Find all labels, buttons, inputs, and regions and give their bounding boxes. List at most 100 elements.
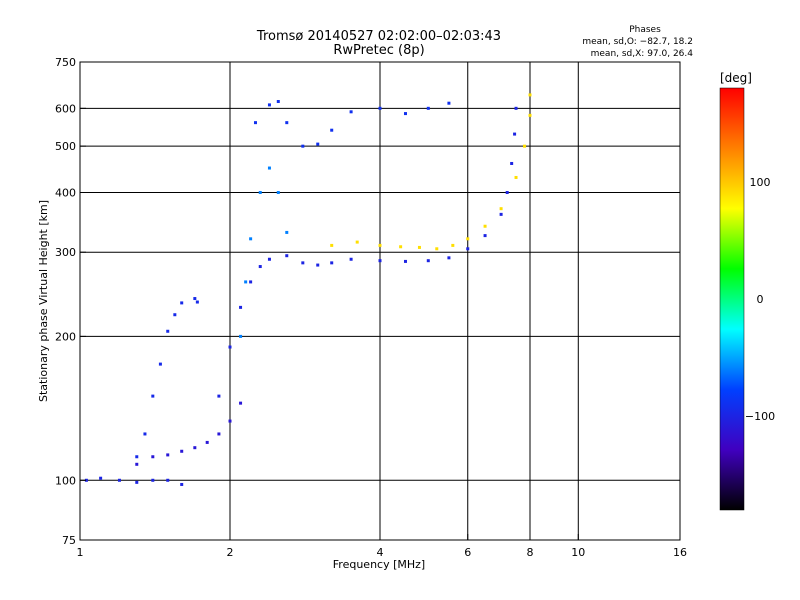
x-tick-label: 8 <box>527 546 534 559</box>
data-point <box>330 128 334 132</box>
data-point <box>301 261 305 265</box>
data-points <box>84 93 532 486</box>
data-point <box>483 234 487 238</box>
y-tick-label: 300 <box>55 246 76 259</box>
data-point <box>249 237 253 241</box>
data-point <box>151 394 155 398</box>
plot-area: 1 2 4 6 8 10 16 75 100 200 300 400 500 600 750 <box>55 56 687 559</box>
data-point <box>285 230 289 234</box>
data-point <box>528 93 532 97</box>
chart-title: Tromsø 20140527 02:02:00–02:03:43 <box>256 29 501 44</box>
data-point <box>426 106 430 110</box>
data-point <box>239 334 243 338</box>
y-axis-ticks: 75 100 200 300 400 500 600 750 <box>55 56 86 547</box>
data-point <box>499 212 503 216</box>
data-point <box>180 482 184 486</box>
colorbar-tick-label: 0 <box>757 293 764 306</box>
data-point <box>285 121 289 125</box>
x-tick-label: 16 <box>673 546 687 559</box>
data-point <box>505 190 509 194</box>
x-tick-label: 10 <box>571 546 585 559</box>
data-point <box>276 100 280 104</box>
data-point <box>166 478 170 482</box>
data-point <box>267 166 271 170</box>
data-point <box>510 161 514 165</box>
data-point <box>514 175 518 179</box>
colorbar-label: [deg] <box>720 71 752 85</box>
y-tick-label: 75 <box>62 534 76 547</box>
colorbar-tick-label: 100 <box>750 176 771 189</box>
stats-line-x: mean, sd,X: 97.0, 26.4 <box>591 49 694 59</box>
data-point <box>151 455 155 459</box>
y-tick-label: 600 <box>55 102 76 115</box>
data-point <box>99 476 103 480</box>
data-point <box>143 432 147 436</box>
data-point <box>355 240 359 244</box>
data-point <box>466 247 470 251</box>
data-point <box>239 305 243 309</box>
data-point <box>267 103 271 107</box>
data-point <box>249 280 253 284</box>
chart-subtitle: RwPretec (8p) <box>333 43 424 58</box>
data-point <box>466 237 470 241</box>
data-point <box>158 362 162 366</box>
y-tick-label: 500 <box>55 140 76 153</box>
data-point <box>483 224 487 228</box>
data-point <box>166 329 170 333</box>
data-point <box>267 257 271 261</box>
y-tick-label: 750 <box>55 56 76 69</box>
data-point <box>253 121 257 125</box>
data-point <box>403 112 407 116</box>
data-point <box>151 478 155 482</box>
data-point <box>349 110 353 114</box>
data-point <box>135 462 139 466</box>
data-point <box>316 142 320 146</box>
data-point <box>285 254 289 258</box>
colorbar-tick-label: −100 <box>745 410 775 423</box>
data-point <box>228 345 232 349</box>
data-point <box>244 280 248 284</box>
colorbar: [deg] 100 0 −100 <box>719 71 775 511</box>
data-point <box>349 257 353 261</box>
x-axis-ticks: 1 2 4 6 8 10 16 <box>77 534 687 559</box>
data-point <box>378 106 382 110</box>
data-point <box>258 265 262 269</box>
x-tick-label: 2 <box>227 546 234 559</box>
x-tick-label: 1 <box>77 546 84 559</box>
y-tick-label: 100 <box>55 474 76 487</box>
data-point <box>417 245 421 249</box>
data-point <box>301 144 305 148</box>
data-point <box>447 101 451 105</box>
data-point <box>514 106 518 110</box>
data-point <box>403 259 407 263</box>
data-point <box>330 261 334 265</box>
data-point <box>258 190 262 194</box>
colorbar-ticks: 100 0 −100 <box>745 176 775 423</box>
data-point <box>195 300 199 304</box>
y-tick-label: 200 <box>55 330 76 343</box>
data-point <box>166 453 170 457</box>
data-point <box>239 401 243 405</box>
data-point <box>513 132 517 136</box>
y-tick-label: 400 <box>55 186 76 199</box>
stats-title: Phases <box>629 25 661 35</box>
data-point <box>228 419 232 423</box>
grid-lines <box>80 62 680 540</box>
data-point <box>378 259 382 263</box>
data-point <box>426 259 430 263</box>
stats-line-o: mean, sd,O: −82.7, 18.2 <box>582 37 693 47</box>
data-point <box>523 144 527 148</box>
data-point <box>193 446 197 450</box>
y-axis-label: Stationary phase Virtual Height [km] <box>37 200 50 402</box>
data-point <box>135 455 139 459</box>
data-point <box>217 432 221 436</box>
data-point <box>84 478 88 482</box>
data-point <box>378 243 382 247</box>
data-point <box>217 394 221 398</box>
data-point <box>451 243 455 247</box>
colorbar-scale <box>719 87 745 511</box>
data-point <box>117 478 121 482</box>
x-axis-label: Frequency [MHz] <box>333 558 425 571</box>
data-point <box>193 297 197 301</box>
